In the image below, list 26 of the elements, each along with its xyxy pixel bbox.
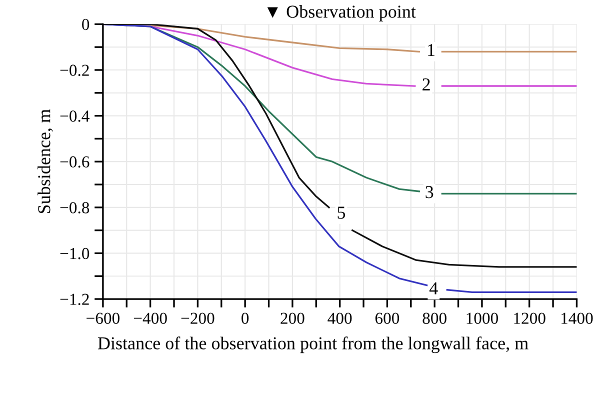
x-tick-label: −200: [181, 312, 214, 324]
y-tick-label: −0.8: [60, 202, 90, 214]
x-tick-label: 1200: [514, 312, 546, 324]
y-tick-label: −0.2: [60, 64, 89, 76]
y-tick-label: −0.4: [60, 110, 90, 122]
text: ▼ Observation point: [267, 5, 416, 22]
x-tick-label: −600: [86, 312, 120, 324]
x-tick-label: 400: [328, 312, 352, 324]
x-tick-label: 1400: [562, 312, 593, 324]
x-axis-title: Distance of the observation point from the longwall face, m: [98, 336, 528, 354]
y-tick-label: −0.6: [60, 156, 90, 168]
x-tick-label: 1000: [466, 312, 498, 324]
annotation: 5: [338, 206, 346, 219]
x-tick-label: 200: [280, 312, 304, 324]
y-tick-label: 0: [82, 18, 90, 30]
annotation: 2: [422, 78, 430, 90]
y-tick-label: −1.2: [60, 294, 89, 306]
annotation: 4: [429, 282, 438, 294]
annotation: 1: [428, 44, 434, 56]
x-tick-label: 600: [375, 312, 400, 324]
x-tick-label: 800: [422, 312, 446, 324]
x-tick-label: −400: [134, 312, 167, 324]
x-tick-label: 0: [242, 312, 249, 324]
y-axis-title: Subsidence, m: [38, 109, 53, 214]
y-tick-label: −1.0: [60, 248, 90, 260]
annotation: 3: [426, 186, 434, 198]
